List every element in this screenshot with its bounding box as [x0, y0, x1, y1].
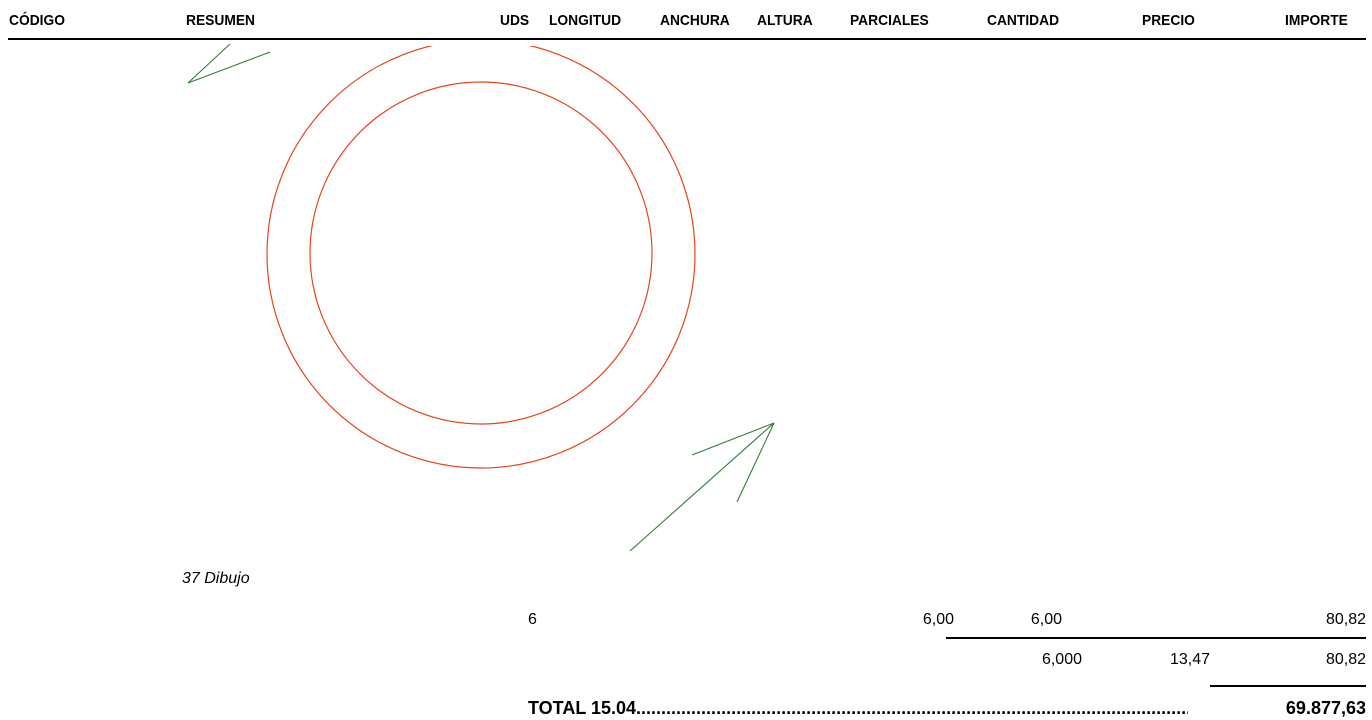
header-rule	[8, 38, 1366, 40]
top-left-arrow	[187, 43, 271, 84]
subtotal-importe: 80,82	[1325, 651, 1366, 668]
total-label-text: TOTAL 15.04	[528, 698, 637, 718]
bottom-right-arrow	[629, 422, 775, 552]
header-parciales: PARCIALES	[850, 12, 929, 29]
header-longitud: LONGITUD	[549, 12, 622, 29]
subtotal-cantidad: 6,000	[1041, 651, 1082, 668]
inner-circle	[309, 81, 653, 425]
header-precio: PRECIO	[1142, 12, 1195, 29]
subtotal-rule	[946, 637, 1366, 639]
measurement-importe: 80,82	[1325, 611, 1366, 628]
header-anchura: ANCHURA	[660, 12, 730, 29]
header-codigo: CÓDIGO	[9, 12, 65, 29]
header-uds: UDS	[500, 12, 530, 29]
outer-circle	[266, 46, 696, 469]
header-altura: ALTURA	[757, 12, 813, 29]
total-label: TOTAL 15.04.............................…	[528, 697, 1188, 719]
drawing-caption: 37 Dibujo	[182, 570, 250, 587]
header-importe: IMPORTE	[1285, 12, 1348, 29]
total-leader-dots: ........................................…	[636, 698, 1188, 718]
header-cantidad: CANTIDAD	[987, 12, 1060, 29]
total-value: 69.877,63	[1285, 698, 1366, 718]
subtotal-precio: 13,47	[1169, 651, 1210, 668]
measurement-uds: 6	[528, 611, 537, 628]
total-rule	[1210, 685, 1366, 687]
header-resumen: RESUMEN	[186, 12, 256, 29]
measurement-parciales: 6,00	[922, 611, 954, 628]
measurement-cantidad: 6,00	[1030, 611, 1062, 628]
